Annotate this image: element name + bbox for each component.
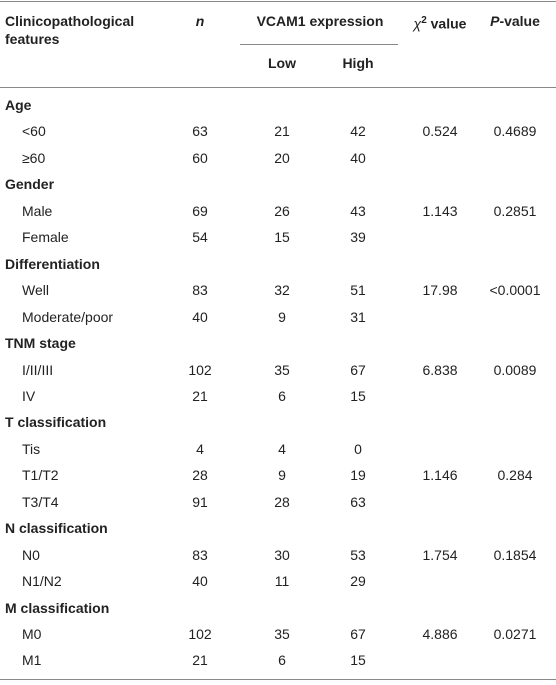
p-cell: 0.284 [497, 467, 533, 484]
p-italic: P [490, 13, 500, 29]
low-cell: 32 [274, 282, 290, 299]
header-low: Low [268, 55, 296, 71]
high-cell: 63 [350, 493, 366, 510]
chi-cell: 6.838 [422, 361, 458, 378]
row-label: N1/N2 [22, 573, 62, 590]
high-cell: 67 [350, 361, 366, 378]
high-cell: 39 [350, 229, 366, 246]
low-cell: 26 [274, 202, 290, 219]
chi-cell: 17.98 [422, 282, 458, 299]
high-cell: 51 [350, 282, 366, 299]
n-cell: 28 [192, 467, 208, 484]
row-label: I/II/III [22, 361, 54, 378]
n-cell: 63 [192, 123, 208, 140]
n-cell: 21 [192, 652, 208, 669]
low-cell: 9 [278, 308, 286, 325]
high-cell: 40 [350, 149, 366, 166]
row-label: T1/T2 [22, 467, 59, 484]
low-cell: 28 [274, 493, 290, 510]
row-label: Well [22, 282, 49, 299]
low-cell: 6 [278, 652, 286, 669]
low-cell: 6 [278, 387, 286, 404]
high-cell: 67 [350, 626, 366, 642]
p-cell: 0.1854 [493, 546, 537, 563]
high-cell: 15 [350, 652, 366, 669]
p-rest: -value [499, 13, 540, 29]
low-cell: 9 [278, 467, 286, 484]
header-rule [0, 87, 556, 88]
n-cell: 83 [192, 282, 208, 299]
row-label: IV [22, 387, 36, 404]
row-label: <60 [22, 123, 46, 140]
high-cell: 0 [354, 440, 362, 457]
row-label: ≥60 [22, 149, 46, 166]
group-title: T classification [5, 414, 107, 431]
group-title: M classification [5, 599, 110, 616]
group-title: Age [5, 97, 32, 113]
low-cell: 35 [274, 361, 290, 378]
p-cell: 0.0271 [493, 626, 537, 642]
high-cell: 29 [350, 573, 366, 590]
header-feature: Clinicopathological features [5, 13, 135, 47]
high-cell: 53 [350, 546, 366, 563]
row-label: Female [22, 229, 69, 246]
high-cell: 31 [350, 308, 366, 325]
low-cell: 30 [274, 546, 290, 563]
top-rule [0, 1, 556, 2]
n-cell: 69 [192, 202, 208, 219]
row-label: Male [22, 202, 53, 219]
chi-cell: 0.524 [422, 123, 458, 140]
low-cell: 4 [278, 440, 286, 457]
bottom-rule [0, 679, 556, 680]
row-label: Moderate/poor [22, 308, 114, 325]
n-cell: 4 [196, 440, 204, 457]
n-cell: 21 [192, 387, 208, 404]
row-label: M1 [22, 652, 42, 669]
low-cell: 11 [274, 573, 290, 590]
chi-rest: value [426, 15, 467, 32]
low-cell: 20 [274, 149, 290, 166]
row-label: N0 [22, 546, 40, 563]
chi-cell: 1.143 [422, 202, 458, 219]
n-cell: 83 [192, 546, 208, 563]
header-high: High [342, 55, 374, 71]
row-label: M0 [22, 626, 42, 642]
chi-cell: 4.886 [422, 626, 458, 642]
n-cell: 40 [192, 308, 208, 325]
header-p: P-value [490, 12, 540, 30]
n-cell: 102 [188, 361, 212, 378]
n-cell: 60 [192, 149, 208, 166]
header-expression: VCAM1 expression [256, 13, 384, 29]
high-cell: 43 [350, 202, 366, 219]
n-cell: 40 [192, 573, 208, 590]
header-chi: χ2 value [414, 12, 467, 33]
n-cell: 91 [192, 493, 208, 510]
group-title: N classification [5, 520, 108, 537]
header-n: n [195, 13, 205, 29]
low-cell: 15 [274, 229, 290, 246]
group-title: TNM stage [5, 335, 76, 352]
high-cell: 15 [350, 387, 366, 404]
chi-symbol: χ [413, 15, 422, 32]
p-cell: 0.4689 [493, 123, 537, 140]
row-label: T3/T4 [22, 493, 59, 510]
low-cell: 21 [274, 123, 290, 140]
high-cell: 19 [350, 467, 366, 484]
chi-cell: 1.146 [422, 467, 458, 484]
chi-sup: 2 [421, 15, 427, 26]
p-cell: <0.0001 [489, 282, 541, 299]
group-title: Differentiation [5, 255, 100, 272]
p-cell: 0.2851 [493, 202, 537, 219]
p-cell: 0.0089 [493, 361, 537, 378]
row-label: Tis [22, 440, 41, 457]
high-cell: 42 [350, 123, 366, 140]
n-cell: 54 [192, 229, 208, 246]
chi-cell: 1.754 [422, 546, 458, 563]
expression-rule [240, 44, 398, 45]
n-cell: 102 [188, 626, 212, 642]
group-title: Gender [5, 176, 55, 193]
low-cell: 35 [274, 626, 290, 642]
